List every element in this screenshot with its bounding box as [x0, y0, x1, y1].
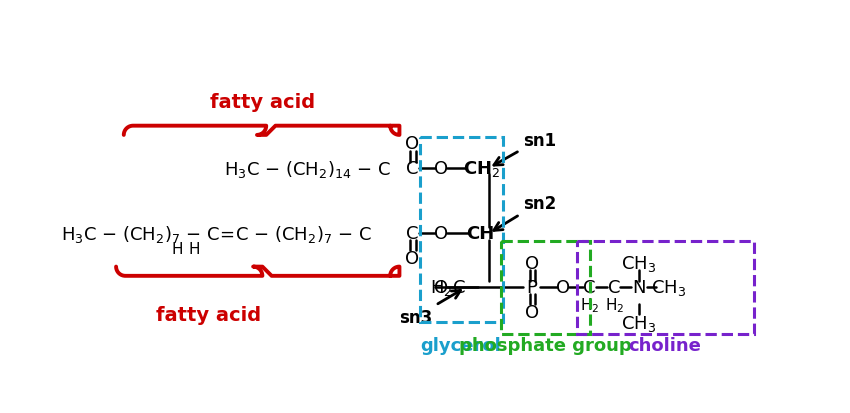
Text: sn2: sn2: [494, 194, 556, 231]
Text: H$_2$: H$_2$: [604, 295, 624, 314]
Text: O: O: [434, 160, 448, 178]
Text: CH$_3$: CH$_3$: [621, 253, 656, 273]
Text: C: C: [583, 279, 596, 297]
Text: C: C: [406, 160, 419, 178]
Text: O: O: [405, 249, 420, 268]
Text: C: C: [608, 279, 620, 297]
Text: glycerol: glycerol: [421, 336, 502, 354]
Text: fatty acid: fatty acid: [210, 93, 315, 111]
Text: choline: choline: [629, 336, 701, 354]
Text: O: O: [524, 254, 539, 272]
Text: P: P: [526, 279, 537, 297]
Text: phosphate group: phosphate group: [459, 336, 632, 354]
Text: O: O: [434, 279, 448, 297]
Text: fatty acid: fatty acid: [156, 305, 261, 324]
Text: H: H: [189, 242, 201, 257]
Bar: [576, 242, 754, 334]
Text: H$_2$C: H$_2$C: [430, 278, 466, 298]
Text: H$_3$C $-$ (CH$_2$)$_7$ $-$ C$\!=\!$C $-$ (CH$_2$)$_7$ $-$ C: H$_3$C $-$ (CH$_2$)$_7$ $-$ C$\!=\!$C $-…: [60, 223, 371, 244]
Bar: [501, 242, 590, 334]
Text: N: N: [632, 279, 646, 297]
Text: H: H: [172, 242, 184, 257]
Text: O: O: [556, 279, 570, 297]
Text: O: O: [524, 303, 539, 321]
Text: O: O: [405, 135, 420, 153]
Text: CH: CH: [466, 225, 495, 243]
Text: sn1: sn1: [494, 131, 556, 166]
Text: CH$_3$: CH$_3$: [650, 278, 686, 298]
Text: H$_2$: H$_2$: [580, 295, 599, 314]
Text: sn3: sn3: [400, 291, 461, 326]
Text: H$_3$C $-$ (CH$_2$)$_{14}$ $-$ C: H$_3$C $-$ (CH$_2$)$_{14}$ $-$ C: [224, 158, 390, 179]
Text: CH$_3$: CH$_3$: [621, 313, 656, 333]
Text: C: C: [406, 225, 419, 243]
Bar: [420, 138, 502, 322]
Text: CH$_2$: CH$_2$: [463, 159, 501, 178]
Text: O: O: [434, 225, 448, 243]
